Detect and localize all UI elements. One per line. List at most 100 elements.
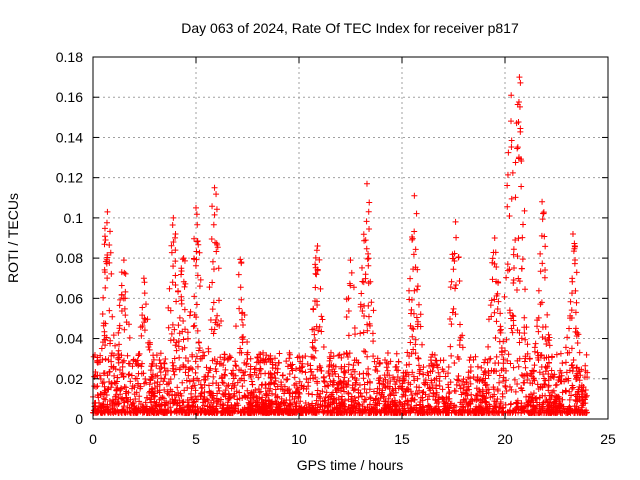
data-point [530, 390, 537, 397]
data-point [462, 395, 469, 402]
data-point [391, 376, 398, 383]
data-point [544, 311, 551, 318]
data-point [169, 221, 176, 228]
data-point [489, 259, 496, 266]
data-point [201, 402, 208, 409]
data-point [302, 400, 309, 407]
y-tick-label: 0.1 [64, 210, 84, 226]
data-point [126, 334, 133, 341]
data-point [121, 383, 128, 390]
data-point [566, 388, 573, 395]
data-point [302, 369, 309, 376]
data-point [318, 328, 325, 335]
data-point [450, 305, 457, 312]
data-point [464, 408, 471, 415]
data-point [406, 361, 413, 368]
data-point [105, 356, 112, 363]
data-point [381, 372, 388, 379]
data-point [324, 403, 331, 410]
data-point [404, 369, 411, 376]
data-point [520, 404, 527, 411]
data-point [533, 402, 540, 409]
data-point [129, 405, 136, 412]
data-point [532, 340, 539, 347]
y-tick-label: 0.16 [56, 89, 83, 105]
data-point [205, 348, 212, 355]
data-point [252, 387, 259, 394]
data-point [116, 366, 123, 373]
data-point [194, 238, 201, 245]
data-point [485, 316, 492, 323]
data-point [225, 396, 232, 403]
data-point [112, 380, 119, 387]
data-point [156, 396, 163, 403]
data-point [101, 233, 108, 240]
data-point [454, 354, 461, 361]
data-point [576, 368, 583, 375]
data-point [101, 225, 108, 232]
data-point [154, 372, 161, 379]
data-point [232, 372, 239, 379]
data-point [471, 407, 478, 414]
data-point [579, 409, 586, 416]
data-point [494, 387, 501, 394]
data-point [231, 401, 238, 408]
data-point [387, 391, 394, 398]
data-point [371, 404, 378, 411]
data-point [457, 399, 464, 406]
data-point [494, 396, 501, 403]
data-point [102, 396, 109, 403]
data-point [501, 347, 508, 354]
data-point [411, 192, 418, 199]
data-point [225, 391, 232, 398]
data-point [541, 381, 548, 388]
data-point [330, 353, 337, 360]
data-point [108, 352, 115, 359]
data-point [538, 363, 545, 370]
data-point [437, 357, 444, 364]
data-point [222, 372, 229, 379]
data-point [268, 371, 275, 378]
data-point [439, 395, 446, 402]
data-point [327, 349, 334, 356]
data-point [137, 383, 144, 390]
data-point [253, 372, 260, 379]
data-point [357, 330, 364, 337]
data-point [569, 290, 576, 297]
data-point [214, 312, 221, 319]
data-point [120, 357, 127, 364]
data-point [487, 355, 494, 362]
data-point [573, 269, 580, 276]
data-point [508, 144, 515, 151]
data-point [149, 389, 156, 396]
data-point [231, 407, 238, 414]
data-point [206, 284, 213, 291]
data-point [110, 352, 117, 359]
data-point [381, 393, 388, 400]
data-point [193, 211, 200, 218]
data-point [434, 361, 441, 368]
data-point [169, 321, 176, 328]
data-point [265, 397, 272, 404]
data-point [526, 393, 533, 400]
data-point [476, 388, 483, 395]
data-point [194, 404, 201, 411]
data-point [352, 408, 359, 415]
data-point [194, 327, 201, 334]
data-point [241, 359, 248, 366]
data-point [501, 293, 508, 300]
data-point [170, 399, 177, 406]
data-point [546, 359, 553, 366]
data-point [106, 398, 113, 405]
data-point [432, 397, 439, 404]
data-point [528, 370, 535, 377]
data-point [311, 331, 318, 338]
data-point [178, 293, 185, 300]
data-point [579, 397, 586, 404]
data-point [410, 373, 417, 380]
data-point [453, 234, 460, 241]
data-point [306, 403, 313, 410]
data-point [345, 295, 352, 302]
data-point [407, 275, 414, 282]
data-point [376, 360, 383, 367]
